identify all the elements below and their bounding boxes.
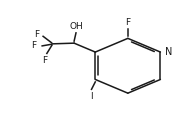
- Text: N: N: [165, 47, 172, 57]
- Text: OH: OH: [69, 22, 83, 31]
- Text: F: F: [125, 18, 130, 27]
- Text: F: F: [34, 30, 39, 39]
- Text: I: I: [90, 92, 93, 101]
- Text: F: F: [42, 56, 48, 65]
- Text: F: F: [31, 41, 36, 50]
